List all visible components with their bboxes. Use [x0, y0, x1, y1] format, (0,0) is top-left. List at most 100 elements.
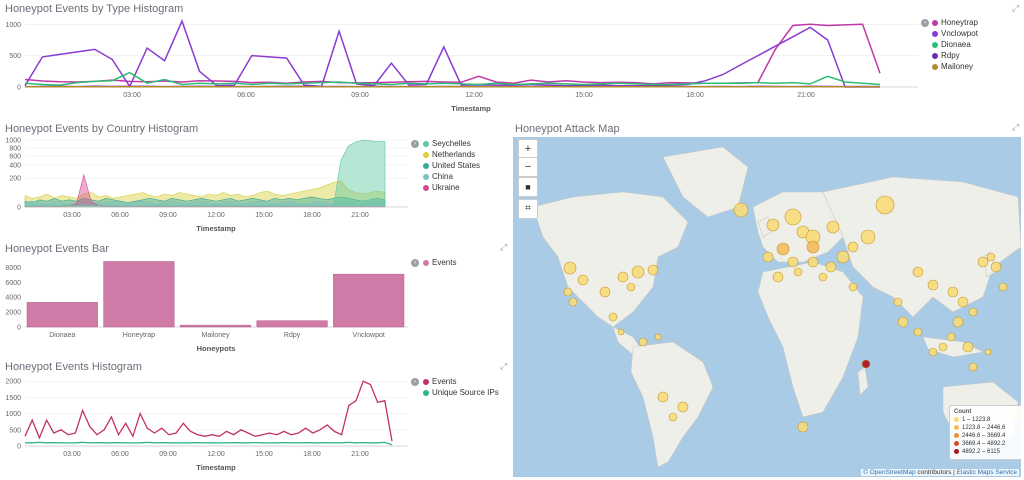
- y-tick-label: 0: [17, 85, 21, 92]
- legend-label: Mailoney: [941, 62, 974, 71]
- legend-label: Honeytrap: [941, 18, 978, 27]
- attack-map-expand-icon[interactable]: ⤢: [1012, 122, 1020, 132]
- attack-marker: [860, 229, 876, 245]
- x-tick-label: 06:00: [111, 451, 129, 458]
- series-line-events: [24, 380, 393, 442]
- attribution-text: contributors |: [915, 469, 957, 476]
- y-tick-label: 200: [9, 176, 21, 183]
- country-legend-toggle-icon[interactable]: ›: [411, 140, 419, 148]
- x-tick-label: Mailoney: [201, 332, 230, 339]
- events-bar-panel: Honeypot Events Bar ⤢ 8000 6000 4000 2000 0 D…: [0, 240, 512, 358]
- attack-marker: [776, 242, 790, 256]
- attack-marker: [638, 337, 648, 347]
- country-histogram-title: Honeypot Events by Country Histogram: [5, 123, 199, 135]
- series-line-honeytrap: [24, 23, 881, 85]
- legend-item-mailoney[interactable]: Mailoney: [932, 61, 978, 72]
- legend-dot-icon: [423, 184, 429, 191]
- x-tick-label: Vnclowpot: [353, 332, 385, 339]
- x-axis-label: Timestamp: [196, 224, 236, 233]
- x-tick-label: 21:00: [351, 451, 369, 458]
- map-legend-item: 2446.6 – 3669.4: [954, 432, 1018, 440]
- series-area-ukraine: [24, 173, 386, 208]
- y-tick-label: 6000: [5, 280, 21, 287]
- y-tick-label: 0: [17, 205, 21, 212]
- legend-label: Events: [432, 377, 457, 386]
- madagascar-landmass: [857, 366, 869, 396]
- legend-label: Ukraine: [432, 183, 460, 192]
- type-histogram-panel: Honeypot Events by Type Histogram ⤢ 1000…: [0, 0, 1024, 118]
- zoom-in-button[interactable]: +: [518, 139, 538, 159]
- attack-marker: [563, 261, 577, 275]
- legend-swatch-icon: [954, 424, 959, 430]
- map-legend-label: 3669.4 – 4892.2: [962, 441, 1006, 447]
- attack-marker: [912, 266, 924, 278]
- x-tick-label: Honeytrap: [123, 332, 155, 339]
- legend-item-vnclowpot[interactable]: Vnclowpot: [932, 28, 978, 39]
- events-bar-chart: 8000 6000 4000 2000 0 Dionaea Honeytrap Mailone…: [5, 261, 408, 353]
- legend-item-united-states[interactable]: United States: [423, 160, 480, 171]
- x-tick-label: 18:00: [303, 212, 321, 219]
- legend-item-rdpy[interactable]: Rdpy: [932, 50, 978, 61]
- events-bar-expand-icon[interactable]: ⤢: [500, 242, 508, 252]
- attack-marker: [957, 296, 969, 308]
- attack-marker: [946, 332, 956, 342]
- legend-item-netherlands[interactable]: Netherlands: [423, 149, 480, 160]
- y-tick-label: 2000: [5, 379, 21, 386]
- osm-link[interactable]: © OpenStreetMap: [863, 469, 916, 476]
- bar-mailoney: [179, 324, 252, 328]
- legend-item-unique-source-ips[interactable]: Unique Source IPs: [423, 387, 499, 398]
- attack-marker: [766, 218, 780, 232]
- attack-map[interactable]: + − ■ ⌗ Count 1 – 1223.8 1223.8 – 2446.6 2…: [513, 137, 1021, 477]
- legend-item-events[interactable]: Events: [423, 257, 456, 268]
- legend-item-events[interactable]: Events: [423, 376, 499, 387]
- legend-item-seychelles[interactable]: Seychelles: [423, 138, 480, 149]
- attack-marker: [977, 256, 989, 268]
- attack-marker: [797, 421, 809, 433]
- series-line-unique-source-ips: [25, 441, 393, 446]
- type-histogram-title: Honeypot Events by Type Histogram: [5, 3, 184, 15]
- country-histogram-legend: Seychelles Netherlands United States China U…: [423, 138, 480, 193]
- legend-swatch-icon: [954, 432, 959, 438]
- bar-legend-toggle-icon[interactable]: ›: [411, 259, 419, 267]
- events-legend-toggle-icon[interactable]: ›: [411, 378, 419, 386]
- elastic-maps-link[interactable]: Elastic Maps Service: [956, 469, 1017, 476]
- draw-shape-button[interactable]: ■: [518, 177, 538, 197]
- legend-dot-icon: [423, 162, 429, 169]
- attack-marker: [599, 286, 611, 298]
- legend-dot-icon: [423, 140, 429, 147]
- zoom-out-button[interactable]: −: [518, 157, 538, 177]
- legend-item-ukraine[interactable]: Ukraine: [423, 182, 480, 193]
- map-legend-item: 4892.2 – 6115: [954, 448, 1018, 456]
- type-histogram-expand-icon[interactable]: ⤢: [1012, 3, 1020, 13]
- type-histogram-legend: Honeytrap Vnclowpot Dionaea Rdpy Mailoney: [932, 17, 978, 72]
- attack-marker: [952, 316, 964, 328]
- legend-item-china[interactable]: China: [423, 171, 480, 182]
- attack-marker: [968, 362, 978, 372]
- x-tick-label: 12:00: [465, 92, 483, 99]
- attack-marker: [998, 282, 1008, 292]
- x-tick-label: 12:00: [207, 451, 225, 458]
- attack-marker: [861, 359, 871, 369]
- legend-item-dionaea[interactable]: Dionaea: [932, 39, 978, 50]
- events-histogram-legend: Events Unique Source IPs: [423, 376, 499, 398]
- events-histogram-panel: Honeypot Events Histogram ⤢ 2000 1500 1000…: [0, 359, 512, 480]
- y-tick-label: 500: [9, 53, 21, 60]
- attack-marker: [807, 256, 819, 268]
- attack-marker: [577, 274, 589, 286]
- attack-marker: [733, 202, 749, 218]
- attack-marker: [984, 348, 992, 356]
- y-tick-label: 1000: [5, 22, 21, 29]
- events-histogram-expand-icon[interactable]: ⤢: [500, 361, 508, 371]
- x-tick-label: 03:00: [63, 451, 81, 458]
- legend-swatch-icon: [954, 440, 959, 446]
- type-legend-toggle-icon[interactable]: ›: [921, 19, 929, 27]
- x-tick-label: 12:00: [207, 212, 225, 219]
- x-axis-label: Honeypots: [197, 344, 236, 353]
- events-bar-title: Honeypot Events Bar: [5, 243, 109, 255]
- y-tick-label: 1500: [5, 395, 21, 402]
- series-area-seychelles: [24, 139, 386, 208]
- fit-bounds-button[interactable]: ⌗: [518, 199, 538, 219]
- legend-item-honeytrap[interactable]: Honeytrap: [932, 17, 978, 28]
- world-map: [532, 146, 1021, 468]
